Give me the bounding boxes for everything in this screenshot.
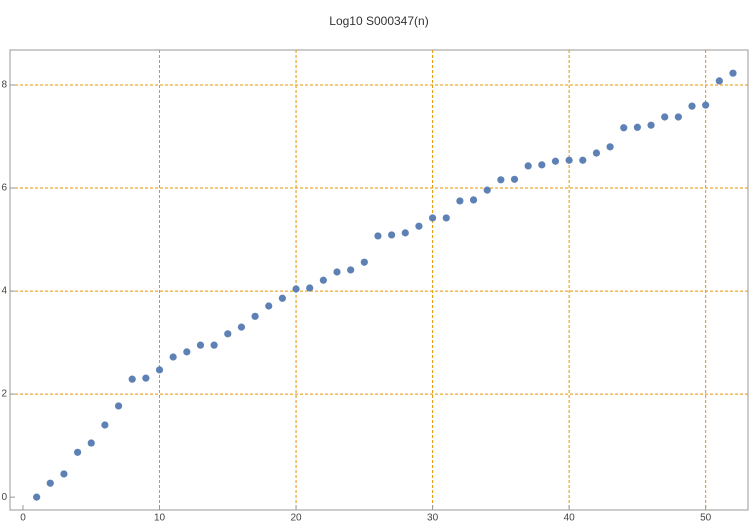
point — [456, 197, 464, 205]
y-tick-label: 2 — [1, 389, 7, 400]
point — [551, 157, 560, 165]
point — [224, 330, 232, 338]
point — [360, 258, 368, 266]
point — [278, 294, 286, 302]
point — [60, 470, 68, 478]
point — [401, 229, 409, 237]
x-tick-label: 20 — [290, 513, 302, 524]
chart-title: Log10 S000347(n) — [329, 14, 428, 28]
point — [647, 121, 655, 129]
point — [388, 231, 396, 239]
point — [374, 232, 382, 240]
x-tick-label: 40 — [564, 513, 576, 524]
point — [606, 143, 614, 151]
point — [33, 493, 41, 501]
point — [524, 162, 532, 170]
point — [715, 77, 723, 85]
point — [442, 214, 450, 222]
point — [620, 124, 628, 132]
point — [183, 348, 191, 356]
point — [415, 222, 423, 230]
point — [142, 374, 150, 382]
x-tick-label: 50 — [700, 513, 712, 524]
point — [592, 149, 601, 157]
y-tick-label: 8 — [1, 80, 7, 91]
x-tick-label: 30 — [427, 513, 439, 524]
x-tick-label: 0 — [20, 513, 26, 524]
point — [265, 302, 273, 310]
point — [497, 176, 505, 184]
point — [347, 266, 355, 274]
point — [469, 196, 478, 204]
point — [128, 375, 136, 383]
y-tick-label: 0 — [1, 492, 7, 503]
x-tick-label: 10 — [154, 513, 166, 524]
point — [428, 214, 437, 222]
point — [688, 102, 696, 110]
point — [702, 101, 710, 109]
point — [196, 341, 205, 349]
point — [565, 156, 573, 164]
y-tick-label: 4 — [1, 286, 7, 297]
point — [210, 341, 218, 349]
point — [155, 366, 164, 374]
point — [661, 113, 669, 121]
point — [674, 113, 682, 121]
point — [729, 69, 737, 77]
point — [319, 276, 327, 284]
point — [73, 448, 82, 456]
point — [306, 284, 314, 292]
point — [114, 402, 123, 410]
point — [633, 123, 642, 131]
y-tick-label: 6 — [1, 183, 7, 194]
point — [87, 439, 95, 447]
point — [169, 353, 177, 361]
point — [237, 323, 246, 331]
point — [510, 175, 519, 183]
point — [251, 312, 259, 320]
point — [333, 268, 341, 276]
point — [483, 186, 491, 194]
point — [579, 156, 587, 164]
point — [292, 285, 300, 293]
point — [101, 421, 109, 429]
frame — [9, 49, 749, 511]
point — [46, 479, 54, 487]
point — [538, 161, 546, 169]
